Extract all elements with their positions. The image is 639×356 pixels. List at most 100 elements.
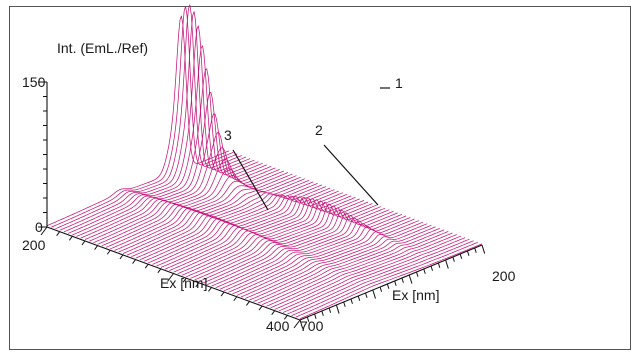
axis-tick <box>271 310 276 316</box>
peak-3-callout <box>232 149 269 211</box>
surface-trace <box>295 241 478 318</box>
surface-trace <box>118 176 301 253</box>
axis-tick <box>299 319 304 329</box>
surface-trace <box>110 173 293 250</box>
axis-tick <box>220 291 225 297</box>
surface-trace <box>181 200 365 276</box>
surface-trace <box>287 238 470 315</box>
surface-trace <box>173 196 356 273</box>
axis-tick <box>157 268 162 274</box>
surface-traces <box>46 4 483 320</box>
axis-tick <box>372 289 376 299</box>
axis-tick <box>208 287 212 292</box>
axis-tick <box>132 259 136 264</box>
surface-trace <box>93 159 276 244</box>
surface-trace <box>63 25 247 233</box>
surface-trace <box>139 184 322 261</box>
axis-tick <box>56 231 61 236</box>
axis-tick <box>430 265 434 271</box>
surface-trace <box>299 243 483 320</box>
surface-trace <box>270 232 453 309</box>
axis-tick <box>195 282 200 288</box>
axis-tick <box>343 301 346 307</box>
peak-label-2: 2 <box>315 122 323 138</box>
axis-tick <box>423 268 426 274</box>
surface-trace <box>228 217 411 293</box>
axis-tick <box>416 271 419 277</box>
axis-tick <box>306 316 310 322</box>
peak-label-3: 3 <box>224 127 232 143</box>
axes-group <box>38 81 486 329</box>
surface-trace <box>46 15 230 227</box>
axis-tick <box>350 298 353 304</box>
axis-tick <box>68 236 73 241</box>
surface-trace <box>76 91 259 237</box>
surface-trace <box>131 181 314 258</box>
axis-tick <box>365 292 368 298</box>
surface-trace <box>232 218 415 295</box>
surface-trace <box>223 215 407 292</box>
surface-trace <box>236 220 419 296</box>
axis-tick <box>379 286 383 292</box>
axis-tick <box>474 247 477 253</box>
surface-trace <box>152 189 335 265</box>
surface-trace <box>122 178 306 254</box>
surface-trace <box>274 234 457 310</box>
surface-trace <box>190 203 373 279</box>
surface-trace <box>198 206 381 282</box>
axis-tick <box>94 245 98 250</box>
surface-trace <box>51 6 234 228</box>
surface-trace <box>215 212 398 289</box>
axis-tick <box>335 304 340 314</box>
axis-tick <box>401 277 404 283</box>
z-tick-0: 0 <box>35 219 43 235</box>
surface-trace <box>67 45 251 234</box>
surface-trace <box>101 170 284 247</box>
axis-tick <box>293 319 301 329</box>
em-axis-title: Ex [nm] <box>392 287 439 303</box>
surface-trace <box>169 195 352 271</box>
surface-trace <box>282 237 466 313</box>
surface-trace <box>245 223 428 299</box>
surface-trace <box>143 186 327 262</box>
ex-tick-200: 200 <box>22 237 46 253</box>
surface-trace <box>261 229 445 306</box>
surface-trace <box>207 209 390 285</box>
axis-tick <box>452 256 455 262</box>
surface-trace <box>89 147 272 242</box>
surface-trace <box>202 207 386 284</box>
axis-tick <box>233 296 238 302</box>
axis-tick <box>314 313 317 319</box>
axis-tick <box>328 307 332 313</box>
axis-tick <box>408 274 413 284</box>
axis-ticks <box>38 81 486 329</box>
surface-trace <box>135 183 318 259</box>
em-tick-700: 700 <box>300 318 324 334</box>
peak-label-1: 1 <box>395 75 403 91</box>
axis-tick <box>167 273 174 282</box>
axis-tick <box>258 305 263 311</box>
y-axis-title: Int. (EmL./Ref) <box>57 40 148 56</box>
surface-trace <box>160 192 344 268</box>
surface-trace <box>97 168 280 245</box>
surface-trace <box>164 193 348 270</box>
surface-trace <box>72 68 255 236</box>
axis-tick <box>144 263 149 269</box>
axis-tick <box>245 301 250 306</box>
surface-trace <box>257 227 440 304</box>
surface-trace <box>80 113 263 239</box>
axis-tick <box>40 226 48 236</box>
axis-tick <box>394 280 397 286</box>
surface-trace <box>266 231 449 307</box>
axis-tick <box>182 277 187 283</box>
surface-trace <box>278 235 462 312</box>
axis-tick <box>283 315 288 320</box>
surface-trace <box>105 172 289 248</box>
surface-trace <box>59 11 242 231</box>
axis-tick <box>459 253 463 259</box>
surface-trace <box>148 187 331 264</box>
axis-tick <box>445 259 449 269</box>
surface-trace <box>211 210 394 287</box>
surface-trace <box>194 204 377 281</box>
